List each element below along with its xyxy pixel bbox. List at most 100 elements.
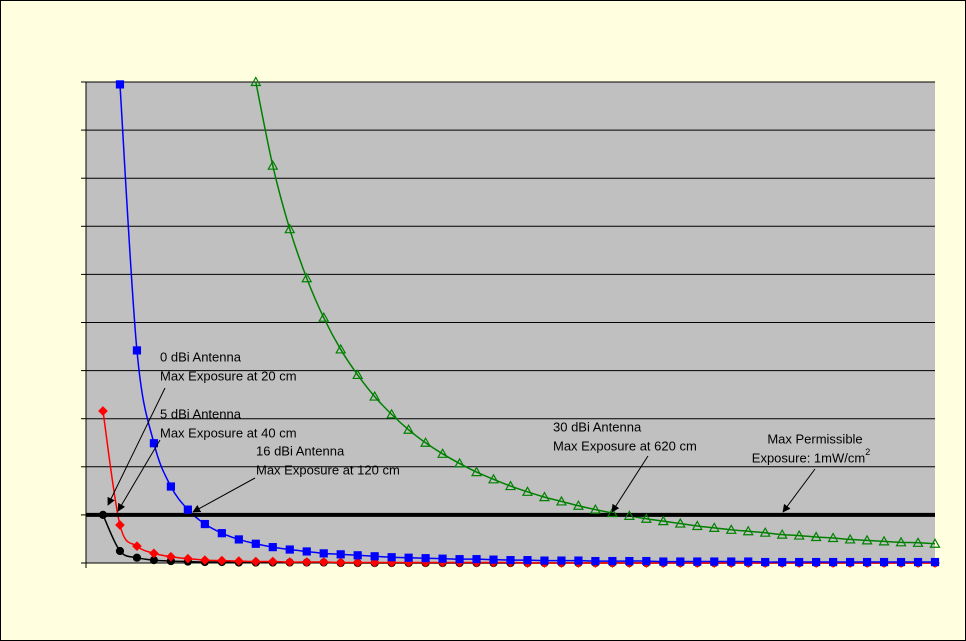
point: [761, 557, 770, 567]
point: [742, 525, 754, 536]
point: [896, 557, 906, 567]
point: [827, 532, 839, 543]
point: [352, 369, 364, 380]
point: [708, 522, 720, 532]
point: [523, 556, 532, 565]
annotation: Max Exposure at 120 cm: [256, 462, 400, 477]
point: [608, 556, 617, 566]
annotation: 16 dBi Antenna: [256, 443, 345, 458]
point: [98, 510, 108, 520]
annotation-arrow: [192, 477, 256, 513]
point: [284, 557, 295, 567]
point: [759, 526, 771, 537]
point: [471, 466, 483, 477]
point: [132, 541, 142, 552]
point: [166, 482, 175, 491]
point: [913, 557, 923, 567]
point: [336, 550, 345, 559]
point: [386, 408, 398, 419]
point: [284, 223, 296, 234]
point: [149, 439, 159, 448]
annotation: Max Exposure at 620 cm: [553, 438, 697, 453]
point: [625, 556, 634, 566]
point: [369, 557, 380, 568]
point: [642, 556, 651, 566]
point: [895, 536, 907, 547]
point: [437, 448, 449, 458]
annotation: Max Permissible: [767, 431, 862, 446]
point: [538, 491, 550, 502]
point: [166, 551, 176, 562]
point: [861, 534, 873, 545]
point: [504, 480, 517, 491]
point: [487, 473, 500, 484]
point: [319, 549, 328, 558]
annotation-arrow: [782, 468, 816, 513]
point: [115, 546, 125, 556]
point: [268, 543, 277, 552]
point: [844, 533, 856, 544]
point: [795, 557, 804, 567]
point: [591, 556, 600, 566]
point: [369, 390, 381, 401]
point: [929, 538, 941, 548]
point: [676, 557, 685, 566]
annotation-arrow: [611, 455, 649, 513]
point: [727, 557, 736, 566]
point: [132, 346, 142, 355]
annotation: 5 dBi Antenna: [160, 406, 242, 421]
point: [776, 528, 788, 539]
point: [234, 535, 243, 544]
annotation: Max Exposure at 40 cm: [160, 425, 297, 440]
point: [233, 556, 244, 566]
point: [693, 557, 702, 566]
point: [251, 539, 260, 548]
annotation: Exposure: 1mW/cm2: [752, 447, 870, 465]
series-line: [255, 81, 936, 545]
point: [301, 272, 313, 283]
point: [472, 555, 481, 564]
point: [403, 424, 415, 434]
point: [132, 553, 142, 562]
annotation-arrow: [107, 387, 166, 506]
point: [710, 557, 719, 566]
point: [878, 535, 890, 546]
point: [250, 76, 262, 87]
point: [521, 486, 534, 496]
point: [318, 311, 330, 322]
point: [810, 531, 822, 542]
point: [353, 551, 362, 560]
point: [572, 500, 584, 510]
point: [267, 556, 278, 567]
point: [318, 557, 329, 567]
point: [930, 557, 940, 567]
point: [454, 457, 466, 468]
point: [555, 495, 567, 506]
annotation-superscript: 2: [865, 447, 870, 457]
point: [404, 553, 413, 562]
point: [862, 557, 872, 567]
point: [659, 557, 668, 566]
point: [640, 513, 652, 523]
annotation: 30 dBi Antenna: [553, 419, 642, 434]
annotation: Max Exposure at 20 cm: [160, 368, 297, 383]
point: [912, 537, 924, 547]
point: [421, 554, 430, 563]
annotation: 0 dBi Antenna: [160, 349, 242, 364]
point: [335, 557, 346, 568]
point: [812, 557, 821, 567]
point: [557, 556, 566, 565]
point: [302, 547, 311, 556]
annotation-arrow: [117, 439, 161, 512]
point: [438, 554, 447, 563]
point: [149, 548, 159, 559]
point: [845, 557, 855, 567]
point: [829, 557, 838, 567]
point: [250, 556, 261, 567]
point: [540, 556, 549, 565]
point: [657, 515, 669, 526]
point: [674, 517, 686, 528]
point: [793, 529, 805, 540]
point: [489, 555, 498, 564]
point: [335, 343, 347, 354]
